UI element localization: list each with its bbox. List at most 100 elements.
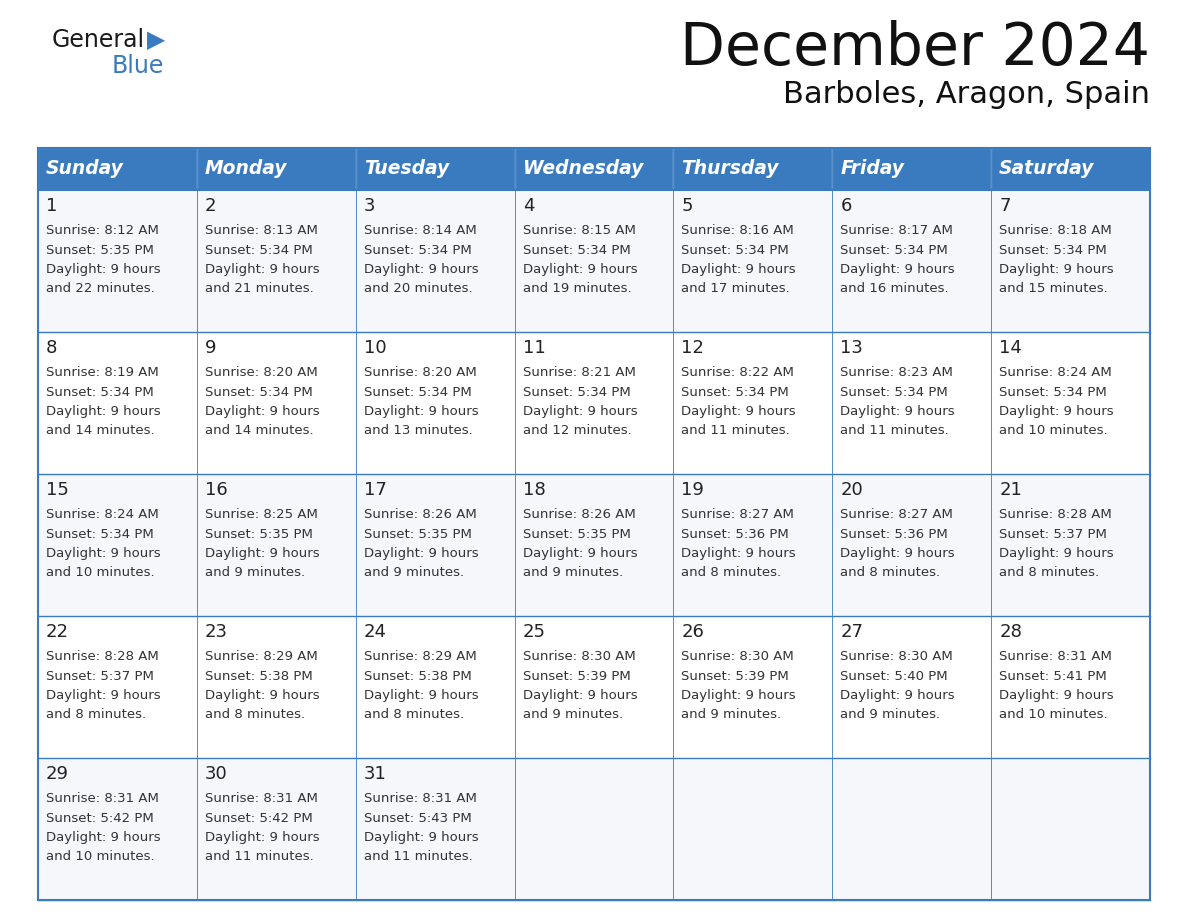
Text: Sunset: 5:35 PM: Sunset: 5:35 PM bbox=[364, 528, 472, 541]
Text: Sunrise: 8:20 AM: Sunrise: 8:20 AM bbox=[364, 366, 476, 379]
Bar bbox=[674, 616, 833, 758]
Text: 30: 30 bbox=[204, 765, 228, 783]
Bar bbox=[197, 148, 355, 190]
Text: Sunrise: 8:21 AM: Sunrise: 8:21 AM bbox=[523, 366, 636, 379]
Text: Sunset: 5:34 PM: Sunset: 5:34 PM bbox=[523, 243, 631, 256]
Text: Sunset: 5:34 PM: Sunset: 5:34 PM bbox=[364, 386, 472, 398]
Text: Daylight: 9 hours: Daylight: 9 hours bbox=[682, 263, 796, 276]
Text: Sunset: 5:34 PM: Sunset: 5:34 PM bbox=[682, 386, 789, 398]
Bar bbox=[355, 758, 514, 900]
Text: and 22 minutes.: and 22 minutes. bbox=[46, 283, 154, 296]
Text: Sunrise: 8:18 AM: Sunrise: 8:18 AM bbox=[999, 224, 1112, 237]
Text: 16: 16 bbox=[204, 481, 228, 499]
Text: Sunset: 5:38 PM: Sunset: 5:38 PM bbox=[204, 669, 312, 682]
Text: and 15 minutes.: and 15 minutes. bbox=[999, 283, 1108, 296]
Text: Sunrise: 8:23 AM: Sunrise: 8:23 AM bbox=[840, 366, 953, 379]
Text: Sunset: 5:34 PM: Sunset: 5:34 PM bbox=[204, 243, 312, 256]
Text: and 11 minutes.: and 11 minutes. bbox=[840, 424, 949, 438]
Text: Sunset: 5:38 PM: Sunset: 5:38 PM bbox=[364, 669, 472, 682]
Text: Daylight: 9 hours: Daylight: 9 hours bbox=[523, 547, 637, 560]
Text: 4: 4 bbox=[523, 197, 535, 215]
Text: 10: 10 bbox=[364, 339, 386, 357]
Bar bbox=[38, 190, 197, 332]
Text: Sunrise: 8:29 AM: Sunrise: 8:29 AM bbox=[364, 650, 476, 663]
Text: and 11 minutes.: and 11 minutes. bbox=[204, 850, 314, 864]
Text: Daylight: 9 hours: Daylight: 9 hours bbox=[523, 689, 637, 702]
Text: Sunset: 5:34 PM: Sunset: 5:34 PM bbox=[46, 528, 153, 541]
Text: 3: 3 bbox=[364, 197, 375, 215]
Bar bbox=[991, 616, 1150, 758]
Bar bbox=[197, 758, 355, 900]
Text: Daylight: 9 hours: Daylight: 9 hours bbox=[840, 405, 955, 418]
Text: Daylight: 9 hours: Daylight: 9 hours bbox=[999, 405, 1114, 418]
Text: Sunset: 5:34 PM: Sunset: 5:34 PM bbox=[999, 243, 1107, 256]
Text: Sunset: 5:39 PM: Sunset: 5:39 PM bbox=[523, 669, 631, 682]
Text: Sunrise: 8:28 AM: Sunrise: 8:28 AM bbox=[46, 650, 159, 663]
Bar bbox=[38, 758, 197, 900]
Text: and 10 minutes.: and 10 minutes. bbox=[46, 566, 154, 579]
Text: Sunrise: 8:30 AM: Sunrise: 8:30 AM bbox=[523, 650, 636, 663]
Text: 11: 11 bbox=[523, 339, 545, 357]
Text: Sunrise: 8:26 AM: Sunrise: 8:26 AM bbox=[364, 508, 476, 521]
Text: Barboles, Aragon, Spain: Barboles, Aragon, Spain bbox=[783, 80, 1150, 109]
Bar bbox=[991, 190, 1150, 332]
Text: Daylight: 9 hours: Daylight: 9 hours bbox=[204, 547, 320, 560]
Text: Sunset: 5:42 PM: Sunset: 5:42 PM bbox=[46, 812, 153, 824]
Text: Saturday: Saturday bbox=[999, 160, 1094, 178]
Text: Sunrise: 8:19 AM: Sunrise: 8:19 AM bbox=[46, 366, 159, 379]
Text: Daylight: 9 hours: Daylight: 9 hours bbox=[204, 405, 320, 418]
Text: and 9 minutes.: and 9 minutes. bbox=[364, 566, 463, 579]
Text: Tuesday: Tuesday bbox=[364, 160, 449, 178]
Bar bbox=[38, 474, 197, 616]
Bar bbox=[674, 190, 833, 332]
Text: 6: 6 bbox=[840, 197, 852, 215]
Text: Daylight: 9 hours: Daylight: 9 hours bbox=[46, 263, 160, 276]
Text: Sunset: 5:34 PM: Sunset: 5:34 PM bbox=[840, 386, 948, 398]
Text: Sunrise: 8:24 AM: Sunrise: 8:24 AM bbox=[46, 508, 159, 521]
Text: Daylight: 9 hours: Daylight: 9 hours bbox=[999, 263, 1114, 276]
Text: 20: 20 bbox=[840, 481, 862, 499]
Text: Sunrise: 8:31 AM: Sunrise: 8:31 AM bbox=[46, 792, 159, 805]
Bar bbox=[674, 148, 833, 190]
Bar bbox=[38, 616, 197, 758]
Text: 31: 31 bbox=[364, 765, 386, 783]
Text: 28: 28 bbox=[999, 623, 1022, 641]
Text: 13: 13 bbox=[840, 339, 864, 357]
Text: 18: 18 bbox=[523, 481, 545, 499]
Text: 8: 8 bbox=[46, 339, 57, 357]
Text: Sunrise: 8:28 AM: Sunrise: 8:28 AM bbox=[999, 508, 1112, 521]
Text: Daylight: 9 hours: Daylight: 9 hours bbox=[46, 689, 160, 702]
Text: and 19 minutes.: and 19 minutes. bbox=[523, 283, 631, 296]
Bar bbox=[38, 148, 1150, 900]
Text: Daylight: 9 hours: Daylight: 9 hours bbox=[999, 689, 1114, 702]
Text: and 13 minutes.: and 13 minutes. bbox=[364, 424, 473, 438]
Text: and 14 minutes.: and 14 minutes. bbox=[46, 424, 154, 438]
Text: Sunrise: 8:14 AM: Sunrise: 8:14 AM bbox=[364, 224, 476, 237]
Text: Sunset: 5:35 PM: Sunset: 5:35 PM bbox=[523, 528, 631, 541]
Bar bbox=[991, 474, 1150, 616]
Bar bbox=[38, 332, 197, 474]
Bar bbox=[355, 474, 514, 616]
Text: Sunset: 5:39 PM: Sunset: 5:39 PM bbox=[682, 669, 789, 682]
Text: Sunrise: 8:15 AM: Sunrise: 8:15 AM bbox=[523, 224, 636, 237]
Bar bbox=[833, 616, 991, 758]
Bar bbox=[833, 474, 991, 616]
Text: 27: 27 bbox=[840, 623, 864, 641]
Bar bbox=[991, 758, 1150, 900]
Text: and 10 minutes.: and 10 minutes. bbox=[999, 709, 1107, 722]
Text: Daylight: 9 hours: Daylight: 9 hours bbox=[204, 263, 320, 276]
Bar bbox=[991, 332, 1150, 474]
Text: Sunrise: 8:13 AM: Sunrise: 8:13 AM bbox=[204, 224, 317, 237]
Text: Daylight: 9 hours: Daylight: 9 hours bbox=[364, 831, 479, 844]
Text: Sunset: 5:42 PM: Sunset: 5:42 PM bbox=[204, 812, 312, 824]
Text: 9: 9 bbox=[204, 339, 216, 357]
Text: Daylight: 9 hours: Daylight: 9 hours bbox=[523, 405, 637, 418]
Text: Daylight: 9 hours: Daylight: 9 hours bbox=[840, 547, 955, 560]
Text: Friday: Friday bbox=[840, 160, 904, 178]
Text: 15: 15 bbox=[46, 481, 69, 499]
Text: and 8 minutes.: and 8 minutes. bbox=[999, 566, 1099, 579]
Text: Monday: Monday bbox=[204, 160, 287, 178]
Text: Daylight: 9 hours: Daylight: 9 hours bbox=[364, 547, 479, 560]
Text: 24: 24 bbox=[364, 623, 387, 641]
Text: 2: 2 bbox=[204, 197, 216, 215]
